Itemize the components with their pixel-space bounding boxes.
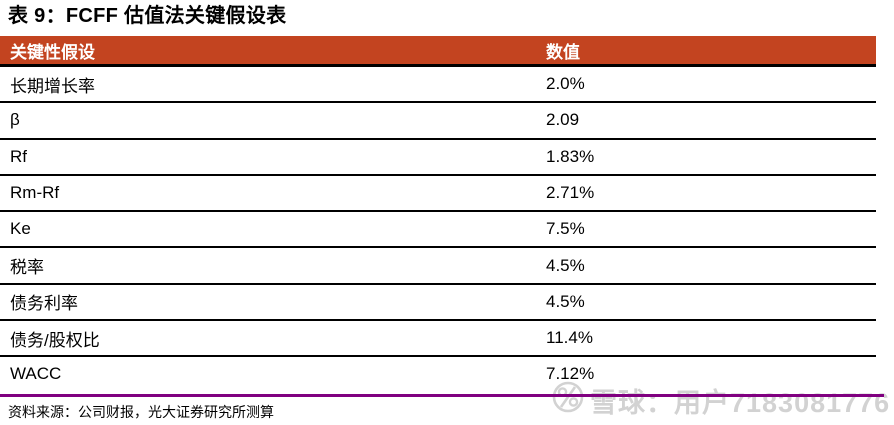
table-row: Rf 1.83% <box>0 139 876 176</box>
table-row: 税率 4.5% <box>0 248 876 285</box>
source-note: 资料来源：公司财报，光大证券研究所测算 <box>8 404 274 420</box>
watermark: 雪球：用户7183081776 <box>551 380 890 421</box>
table-header-row: 关键性假设 数值 <box>0 36 876 67</box>
row-value: 1.83% <box>546 146 595 166</box>
row-label: Ke <box>10 219 31 239</box>
xueqiu-logo-icon <box>551 380 585 421</box>
row-value: 11.4% <box>546 328 593 348</box>
row-value: 4.5% <box>546 255 585 275</box>
row-label: β <box>10 110 20 130</box>
row-value: 2.0% <box>546 74 585 94</box>
table-row: Ke 7.5% <box>0 212 876 249</box>
table-row: 债务利率 4.5% <box>0 284 876 322</box>
watermark-text: 雪球：用户7183081776 <box>590 388 891 418</box>
row-value: 2.09 <box>546 110 580 130</box>
table-title: 表 9：FCFF 估值法关键假设表 <box>8 5 287 27</box>
row-value: 2.71% <box>546 183 595 203</box>
row-value: 4.5% <box>546 291 585 311</box>
assumptions-table: 关键性假设 数值 长期增长率 2.0% β 2.09 Rf 1.83% Rm-R… <box>0 36 876 392</box>
row-label: 债务利率 <box>10 294 78 314</box>
table-row: 债务/股权比 11.4% <box>0 321 876 358</box>
row-value: 7.12% <box>546 364 595 384</box>
row-label: 税率 <box>10 258 44 278</box>
row-label: Rm-Rf <box>10 183 60 203</box>
table-bottom-rule <box>0 394 884 397</box>
row-value: 7.5% <box>546 219 585 239</box>
row-label: Rf <box>10 146 27 166</box>
table-row: Rm-Rf 2.71% <box>0 175 876 213</box>
table-row: β 2.09 <box>0 103 876 140</box>
row-label: WACC <box>10 364 62 384</box>
row-label: 长期增长率 <box>10 76 95 96</box>
table-row: WACC 7.12% <box>0 357 876 392</box>
table-row: 长期增长率 2.0% <box>0 67 876 104</box>
row-label: 债务/股权比 <box>10 330 100 350</box>
column-header-value: 数值 <box>546 42 580 62</box>
column-header-assumption: 关键性假设 <box>10 42 95 62</box>
